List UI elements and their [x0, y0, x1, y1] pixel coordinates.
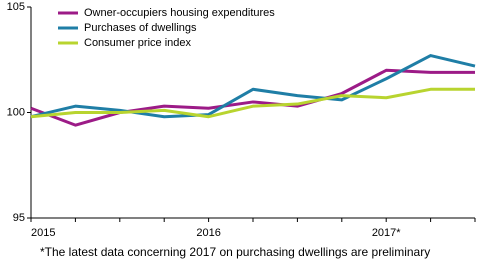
y-tick-label: 95	[13, 212, 25, 224]
x-tick-label: 2016	[196, 227, 220, 239]
legend-label: Owner-occupiers housing expenditures	[84, 7, 275, 19]
y-tick-label: 105	[7, 1, 25, 13]
x-tick-label: 2015	[31, 227, 55, 239]
series-line	[30, 68, 475, 127]
footnote: *The latest data concerning 2017 on purc…	[40, 245, 430, 259]
x-tick-label: 2017*	[372, 227, 401, 239]
legend-label: Consumer price index	[84, 37, 191, 49]
series-line	[30, 87, 475, 119]
legend-label: Purchases of dwellings	[84, 22, 197, 34]
y-tick-label: 100	[7, 106, 25, 118]
series-line	[30, 54, 476, 119]
